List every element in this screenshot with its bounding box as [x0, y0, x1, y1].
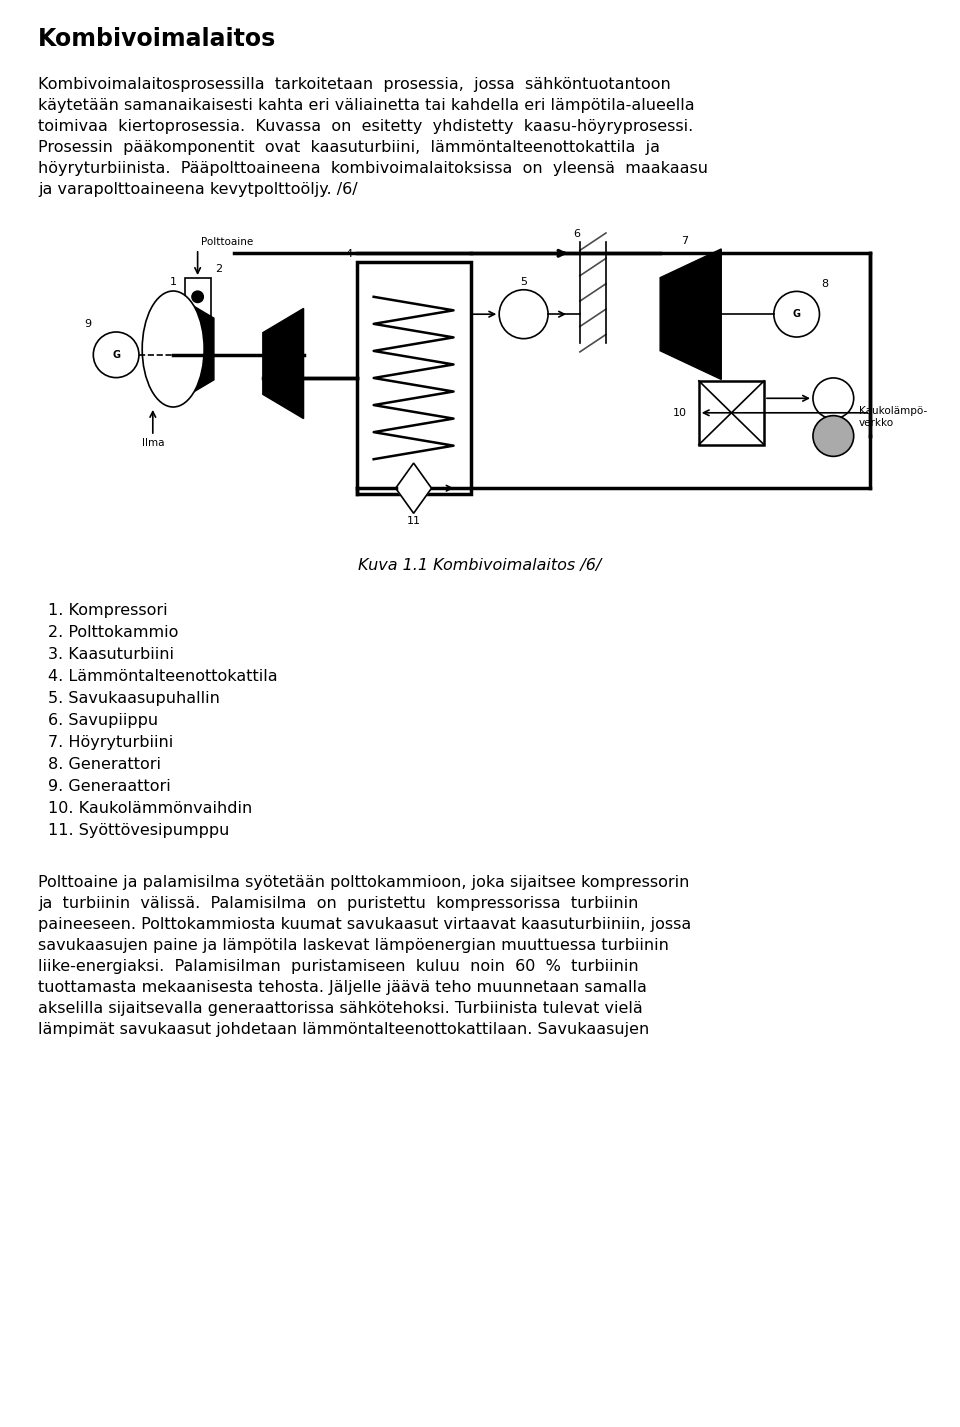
- Circle shape: [499, 290, 548, 338]
- Circle shape: [813, 378, 853, 418]
- Text: 8. Generattori: 8. Generattori: [48, 756, 161, 772]
- Text: 1: 1: [170, 277, 177, 287]
- Text: 10: 10: [673, 408, 686, 418]
- Text: Kaukolämpö-
verkko: Kaukolämpö- verkko: [858, 407, 927, 428]
- Text: paineeseen. Polttokammiosta kuumat savukaasut virtaavat kaasuturbiiniin, jossa: paineeseen. Polttokammiosta kuumat savuk…: [38, 918, 691, 932]
- Circle shape: [813, 415, 853, 457]
- Text: Polttoaine ja palamisilma syötetään polttokammioon, joka sijaitsee kompressorin: Polttoaine ja palamisilma syötetään polt…: [38, 875, 689, 890]
- Bar: [699, 381, 764, 445]
- Text: savukaasujen paine ja lämpötila laskevat lämpöenergian muuttuessa turbiinin: savukaasujen paine ja lämpötila laskevat…: [38, 938, 669, 953]
- Text: 5. Savukaasupuhallin: 5. Savukaasupuhallin: [48, 691, 220, 706]
- Polygon shape: [396, 464, 432, 514]
- Text: 2: 2: [215, 264, 222, 274]
- Polygon shape: [396, 464, 432, 514]
- Text: 4. Lämmöntalteenottokattila: 4. Lämmöntalteenottokattila: [48, 669, 277, 684]
- Text: Ilma: Ilma: [141, 438, 164, 448]
- Text: Kuva 1.1 Kombivoimalaitos /6/: Kuva 1.1 Kombivoimalaitos /6/: [358, 558, 602, 574]
- Text: 8: 8: [822, 280, 828, 290]
- Text: höyryturbiinista.  Pääpolttoaineena  kombivoimalaitoksissa  on  yleensä  maakaas: höyryturbiinista. Pääpolttoaineena kombi…: [38, 161, 708, 176]
- Circle shape: [93, 332, 139, 378]
- Text: tuottamasta mekaanisesta tehosta. Jäljelle jäävä teho muunnetaan samalla: tuottamasta mekaanisesta tehosta. Jäljel…: [38, 980, 647, 995]
- Text: Kombivoimalaitos: Kombivoimalaitos: [38, 27, 276, 51]
- Polygon shape: [263, 308, 303, 418]
- Text: 6: 6: [573, 228, 581, 238]
- Text: 9. Generaattori: 9. Generaattori: [48, 779, 171, 793]
- Text: 9: 9: [84, 320, 91, 330]
- Bar: [184, 278, 210, 315]
- Circle shape: [774, 291, 820, 337]
- Text: 1. Kompressori: 1. Kompressori: [48, 604, 168, 618]
- Text: 7. Höyryturbiini: 7. Höyryturbiini: [48, 735, 173, 751]
- Text: 11: 11: [407, 517, 420, 527]
- Text: 3. Kaasuturbiini: 3. Kaasuturbiini: [48, 646, 174, 662]
- Text: 5: 5: [520, 277, 527, 287]
- Text: 7: 7: [681, 235, 688, 245]
- Text: ja  turbiinin  välissä.  Palamisilma  on  puristettu  kompressorissa  turbiinin: ja turbiinin välissä. Palamisilma on pur…: [38, 896, 638, 910]
- Text: Prosessin  pääkomponentit  ovat  kaasuturbiini,  lämmöntalteenottokattila  ja: Prosessin pääkomponentit ovat kaasuturbi…: [38, 140, 660, 156]
- Text: 4: 4: [346, 248, 352, 258]
- Text: ja varapolttoaineena kevytpolttoöljy. /6/: ja varapolttoaineena kevytpolttoöljy. /6…: [38, 183, 358, 197]
- Text: toimivaa  kiertoprosessia.  Kuvassa  on  esitetty  yhdistetty  kaasu-höyryproses: toimivaa kiertoprosessia. Kuvassa on esi…: [38, 118, 693, 134]
- Text: liike-energiaksi.  Palamisilman  puristamiseen  kuluu  noin  60  %  turbiinin: liike-energiaksi. Palamisilman puristami…: [38, 959, 638, 975]
- Circle shape: [192, 291, 204, 303]
- Text: 10. Kaukolämmönvaihdin: 10. Kaukolämmönvaihdin: [48, 801, 252, 816]
- Text: G: G: [112, 350, 120, 360]
- Polygon shape: [173, 294, 214, 404]
- Text: lämpimät savukaasut johdetaan lämmöntalteenottokattilaan. Savukaasujen: lämpimät savukaasut johdetaan lämmöntalt…: [38, 1022, 649, 1037]
- Ellipse shape: [142, 291, 204, 407]
- Text: akselilla sijaitsevalla generaattorissa sähkötehoksi. Turbiinista tulevat vielä: akselilla sijaitsevalla generaattorissa …: [38, 1000, 643, 1016]
- Text: 2. Polttokammio: 2. Polttokammio: [48, 625, 179, 639]
- Text: 6. Savupiippu: 6. Savupiippu: [48, 714, 158, 728]
- Polygon shape: [660, 248, 721, 380]
- Text: G: G: [793, 310, 801, 320]
- Text: Polttoaine: Polttoaine: [201, 237, 252, 247]
- Text: Kombivoimalaitosprosessilla  tarkoitetaan  prosessia,  jossa  sähköntuotantoon: Kombivoimalaitosprosessilla tarkoitetaan…: [38, 77, 671, 91]
- Text: käytetään samanaikaisesti kahta eri väliainetta tai kahdella eri lämpötila-aluee: käytetään samanaikaisesti kahta eri väli…: [38, 98, 695, 113]
- Bar: [356, 263, 470, 494]
- Text: 11. Syöttövesipumppu: 11. Syöttövesipumppu: [48, 823, 229, 838]
